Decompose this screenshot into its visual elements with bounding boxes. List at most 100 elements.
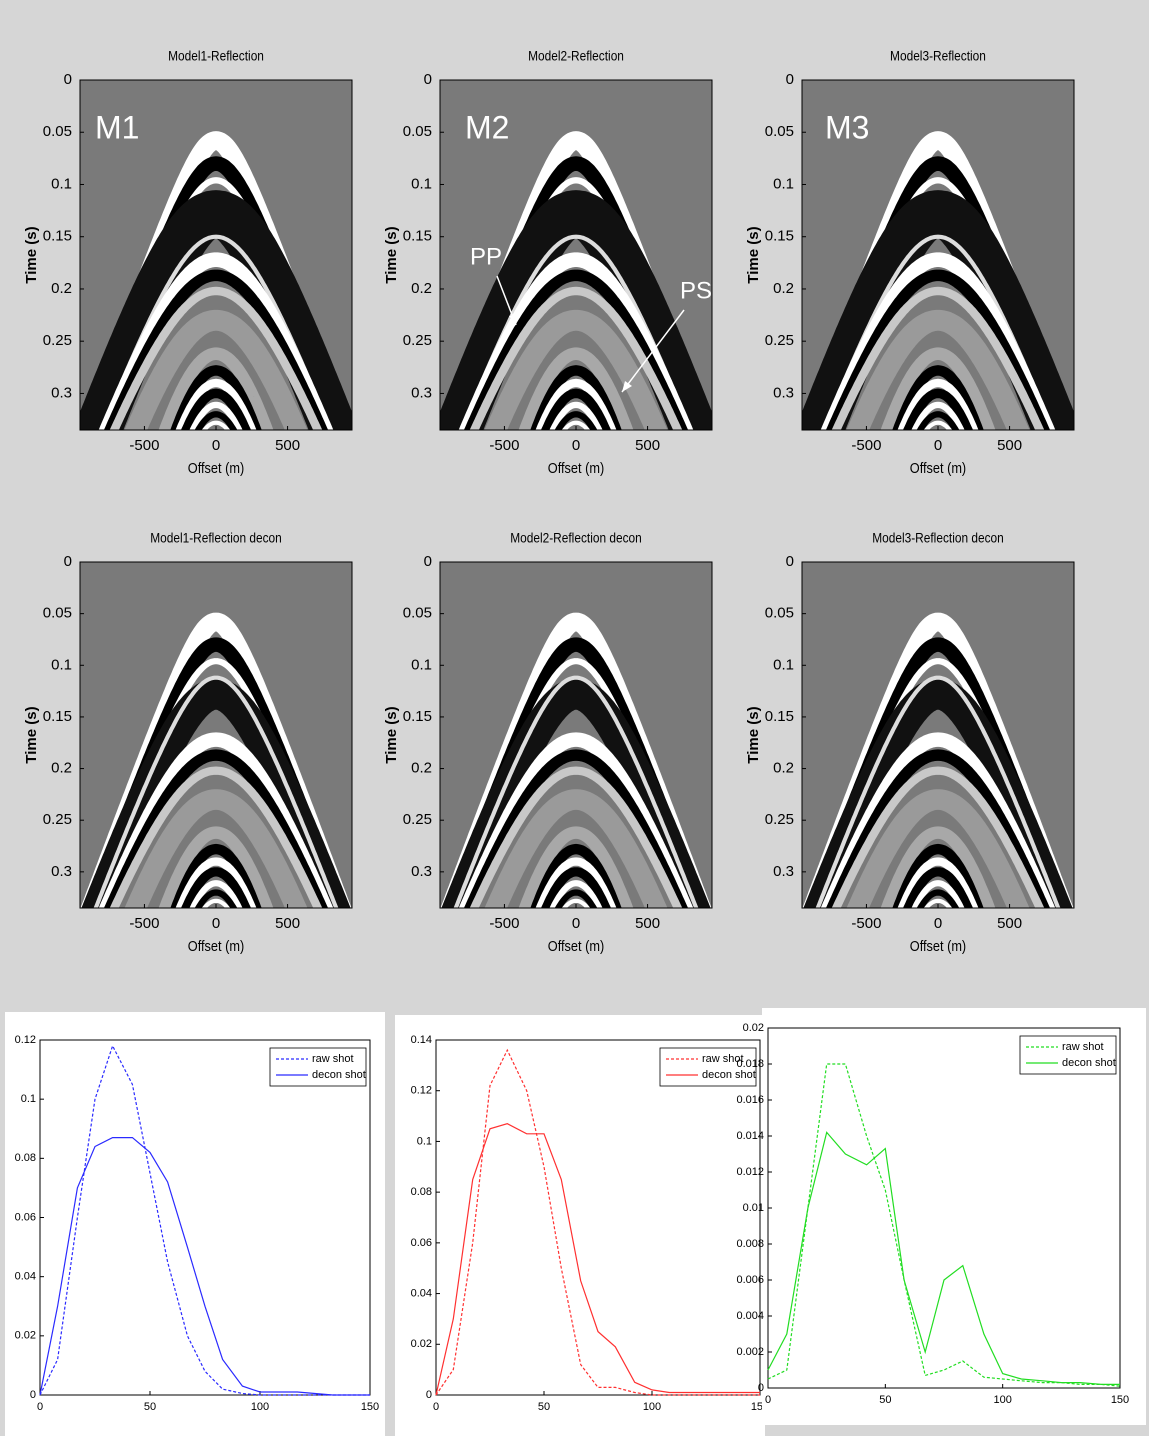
- y-tick-label: 0.1: [51, 175, 72, 192]
- y-tick-label: 0.1: [417, 1135, 432, 1147]
- x-axis-label: Offset (m): [910, 937, 966, 954]
- y-tick-label: 0.05: [765, 123, 794, 140]
- y-tick-label: 0.2: [51, 280, 72, 297]
- x-tick-label: 500: [635, 915, 660, 932]
- x-tick-label: 0: [433, 1401, 439, 1413]
- x-tick-label: 100: [993, 1394, 1011, 1406]
- y-tick-label: 0.05: [765, 605, 794, 622]
- y-tick-label: 0: [758, 1382, 764, 1394]
- y-tick-label: 0.04: [411, 1287, 432, 1299]
- x-tick-label: 0: [934, 915, 942, 932]
- y-tick-label: 0.014: [736, 1130, 764, 1142]
- y-tick-label: 0.25: [765, 332, 794, 349]
- y-tick-label: 0.05: [43, 605, 72, 622]
- y-tick-label: 0.05: [403, 123, 432, 140]
- y-tick-label: 0.04: [15, 1271, 36, 1283]
- annotation: M3: [825, 109, 869, 145]
- x-tick-label: -500: [489, 915, 519, 932]
- y-tick-label: 0: [64, 71, 72, 88]
- y-tick-label: 0: [786, 553, 794, 570]
- x-tick-label: 50: [879, 1394, 891, 1406]
- y-tick-label: 0.1: [773, 656, 794, 673]
- y-tick-label: 0.25: [403, 332, 432, 349]
- legend-label: decon shot: [312, 1069, 366, 1081]
- y-tick-label: 0.15: [765, 708, 794, 725]
- chart-title: Model3-Reflection decon: [872, 530, 1004, 546]
- chart-title: Model2-Reflection: [528, 48, 624, 64]
- y-tick-label: 0.25: [765, 811, 794, 828]
- x-tick-label: 0: [212, 437, 220, 454]
- y-tick-label: 0.2: [773, 760, 794, 777]
- y-tick-label: 0.3: [773, 863, 794, 880]
- y-tick-label: 0: [64, 553, 72, 570]
- x-tick-label: -500: [129, 915, 159, 932]
- y-tick-label: 0.008: [736, 1238, 764, 1250]
- y-tick-label: 0.12: [15, 1034, 36, 1046]
- x-tick-label: 0: [37, 1401, 43, 1413]
- x-axis-label: Offset (m): [548, 937, 604, 954]
- x-tick-label: 0: [572, 437, 580, 454]
- x-tick-label: 150: [1111, 1394, 1129, 1406]
- y-axis-label: Time (s): [23, 226, 40, 283]
- y-tick-label: 0.02: [743, 1022, 764, 1034]
- x-tick-label: 50: [144, 1401, 156, 1413]
- y-tick-label: 0.002: [736, 1346, 764, 1358]
- y-tick-label: 0.02: [411, 1338, 432, 1350]
- legend-label: decon shot: [702, 1069, 756, 1081]
- x-tick-label: 500: [275, 437, 300, 454]
- x-tick-label: 0: [934, 437, 942, 454]
- y-tick-label: 0.2: [411, 280, 432, 297]
- y-tick-label: 0.1: [773, 175, 794, 192]
- y-tick-label: 0.2: [411, 760, 432, 777]
- y-tick-label: 0.08: [411, 1186, 432, 1198]
- annotation: M2: [465, 109, 509, 145]
- chart-title: Model3-Reflection: [890, 48, 986, 64]
- x-tick-label: 500: [997, 915, 1022, 932]
- x-tick-label: 150: [361, 1401, 379, 1413]
- legend-label: raw shot: [312, 1053, 354, 1065]
- y-axis-label: Time (s): [383, 226, 400, 283]
- x-axis-label: Offset (m): [188, 937, 244, 954]
- y-tick-label: 0.1: [21, 1093, 36, 1105]
- y-tick-label: 0.3: [773, 384, 794, 401]
- y-tick-label: 0.15: [765, 228, 794, 245]
- x-tick-label: 500: [635, 437, 660, 454]
- y-tick-label: 0.004: [736, 1310, 764, 1322]
- y-tick-label: 0.08: [15, 1152, 36, 1164]
- y-tick-label: 0.25: [43, 332, 72, 349]
- x-tick-label: 0: [765, 1394, 771, 1406]
- y-tick-label: 0.15: [43, 708, 72, 725]
- legend-label: raw shot: [1062, 1041, 1104, 1053]
- y-tick-label: 0.06: [411, 1237, 432, 1249]
- y-tick-label: 0.3: [51, 384, 72, 401]
- y-tick-label: 0.3: [411, 863, 432, 880]
- y-tick-label: 0.25: [403, 811, 432, 828]
- y-tick-label: 0.15: [403, 228, 432, 245]
- y-axis-label: Time (s): [745, 226, 762, 283]
- y-tick-label: 0.1: [51, 656, 72, 673]
- y-tick-label: 0.05: [403, 605, 432, 622]
- y-tick-label: 0: [424, 553, 432, 570]
- figure: Model1-Reflection00.050.10.150.20.250.3-…: [0, 0, 1149, 1436]
- y-tick-label: 0.2: [773, 280, 794, 297]
- x-tick-label: 100: [643, 1401, 661, 1413]
- x-tick-label: -500: [851, 437, 881, 454]
- x-axis-label: Offset (m): [188, 459, 244, 476]
- page: Model1-Reflection00.050.10.150.20.250.3-…: [0, 0, 1149, 1436]
- y-axis-label: Time (s): [23, 706, 40, 763]
- y-tick-label: 0.1: [411, 656, 432, 673]
- y-tick-label: 0.2: [51, 760, 72, 777]
- y-tick-label: 0.012: [736, 1166, 764, 1178]
- y-tick-label: 0.14: [411, 1034, 432, 1046]
- y-tick-label: 0: [424, 71, 432, 88]
- x-tick-label: 500: [275, 915, 300, 932]
- y-tick-label: 0.06: [15, 1211, 36, 1223]
- y-tick-label: 0.02: [15, 1330, 36, 1342]
- x-tick-label: 100: [251, 1401, 269, 1413]
- y-tick-label: 0.01: [743, 1202, 764, 1214]
- x-tick-label: 0: [212, 915, 220, 932]
- y-tick-label: 0.006: [736, 1274, 764, 1286]
- x-axis-label: Offset (m): [548, 459, 604, 476]
- y-tick-label: 0.3: [411, 384, 432, 401]
- y-tick-label: 0: [426, 1389, 432, 1401]
